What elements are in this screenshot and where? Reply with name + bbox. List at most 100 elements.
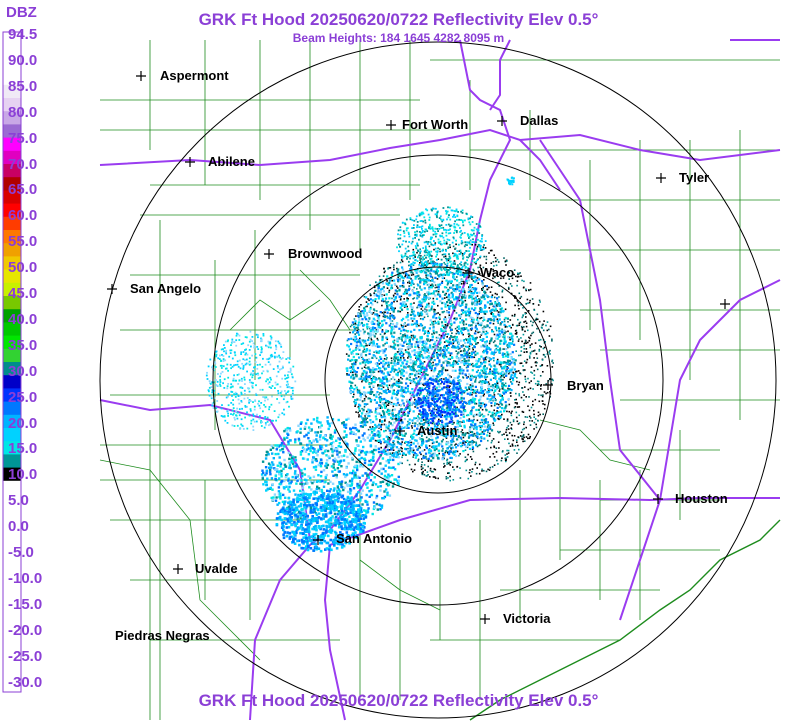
echo-pixel <box>489 321 492 325</box>
echo-pixel <box>382 315 385 318</box>
echo-pixel <box>446 324 449 327</box>
echo-pixel <box>468 356 471 359</box>
echo-pixel <box>496 406 499 409</box>
echo-pixel <box>402 370 405 373</box>
echo-pixel <box>544 356 547 358</box>
echo-pixel <box>404 340 407 343</box>
echo-pixel <box>481 468 483 471</box>
echo-pixel <box>415 382 418 385</box>
echo-pixel <box>397 337 400 340</box>
echo-pixel <box>440 433 443 436</box>
echo-pixel <box>450 322 453 325</box>
echo-pixel <box>499 339 502 342</box>
echo-pixel <box>424 404 427 407</box>
color-scale-swatch <box>3 322 21 337</box>
echo-pixel <box>432 364 435 366</box>
echo-pixel <box>474 385 477 388</box>
echo-pixel <box>466 414 468 417</box>
echo-pixel <box>459 339 462 342</box>
echo-pixel <box>353 335 356 338</box>
echo-pixel <box>463 282 465 285</box>
echo-pixel <box>358 309 360 311</box>
echo-pixel <box>431 292 434 295</box>
echo-pixel <box>366 328 369 330</box>
echo-pixel <box>460 356 463 359</box>
echo-pixel <box>456 390 459 393</box>
echo-pixel <box>427 460 430 462</box>
echo-pixel <box>408 418 411 421</box>
echo-pixel <box>470 291 473 293</box>
echo-pixel <box>391 314 394 317</box>
echo-pixel <box>422 265 425 268</box>
echo-pixel <box>534 342 537 344</box>
echo-pixel <box>507 336 510 339</box>
echo-pixel <box>368 414 371 418</box>
echo-pixel <box>363 348 366 350</box>
echo-pixel <box>463 390 467 393</box>
echo-pixel <box>467 453 469 456</box>
echo-pixel <box>500 361 503 364</box>
echo-pixel <box>446 459 448 462</box>
echo-pixel <box>527 405 529 407</box>
echo-pixel <box>374 344 377 348</box>
echo-pixel <box>486 288 489 291</box>
echo-pixel <box>464 386 467 389</box>
echo-pixel <box>496 380 499 383</box>
echo-pixel <box>426 332 430 335</box>
echo-pixel <box>459 422 462 425</box>
echo-pixel <box>354 405 356 407</box>
echo-pixel <box>434 242 437 244</box>
echo-pixel <box>493 265 495 267</box>
echo-pixel <box>424 346 427 349</box>
echo-pixel <box>489 340 492 343</box>
echo-pixel <box>517 304 520 307</box>
echo-pixel <box>482 432 486 435</box>
echo-pixel <box>415 377 418 380</box>
echo-pixel <box>483 393 485 395</box>
echo-pixel <box>350 381 353 384</box>
echo-pixel <box>477 444 480 447</box>
echo-pixel <box>449 479 451 482</box>
echo-pixel <box>500 374 503 377</box>
echo-pixel <box>396 344 400 347</box>
echo-pixel <box>443 310 445 313</box>
echo-pixel <box>387 386 389 389</box>
echo-pixel <box>419 372 422 375</box>
echo-pixel <box>424 418 427 420</box>
echo-pixel <box>535 364 537 367</box>
echo-pixel <box>541 359 544 361</box>
echo-pixel <box>529 344 532 347</box>
echo-pixel <box>390 367 394 370</box>
echo-pixel <box>503 329 506 332</box>
echo-pixel <box>358 356 361 359</box>
echo-pixel <box>387 461 391 464</box>
echo-pixel <box>456 466 458 468</box>
echo-pixel <box>383 363 386 366</box>
echo-pixel <box>368 352 371 355</box>
echo-pixel <box>475 359 478 362</box>
echo-pixel <box>404 335 406 337</box>
echo-pixel <box>478 273 481 275</box>
echo-pixel <box>382 275 385 277</box>
echo-pixel <box>427 379 429 381</box>
echo-pixel <box>424 340 427 343</box>
echo-pixel <box>390 308 393 311</box>
echo-pixel <box>456 361 458 364</box>
echo-pixel <box>391 412 394 415</box>
echo-pixel <box>399 298 402 301</box>
echo-pixel <box>543 346 546 349</box>
echo-pixel <box>417 458 420 461</box>
echo-pixel <box>447 428 450 431</box>
echo-pixel <box>507 428 510 430</box>
echo-pixel <box>390 322 392 325</box>
echo-pixel <box>528 409 531 412</box>
echo-pixel <box>432 326 435 329</box>
echo-pixel <box>473 338 476 341</box>
echo-pixel <box>353 400 355 403</box>
echo-pixel <box>400 422 403 425</box>
echo-pixel <box>355 371 358 374</box>
echo-pixel <box>455 312 458 314</box>
echo-pixel <box>468 340 472 343</box>
echo-pixel <box>412 442 415 445</box>
echo-pixel <box>461 372 464 375</box>
